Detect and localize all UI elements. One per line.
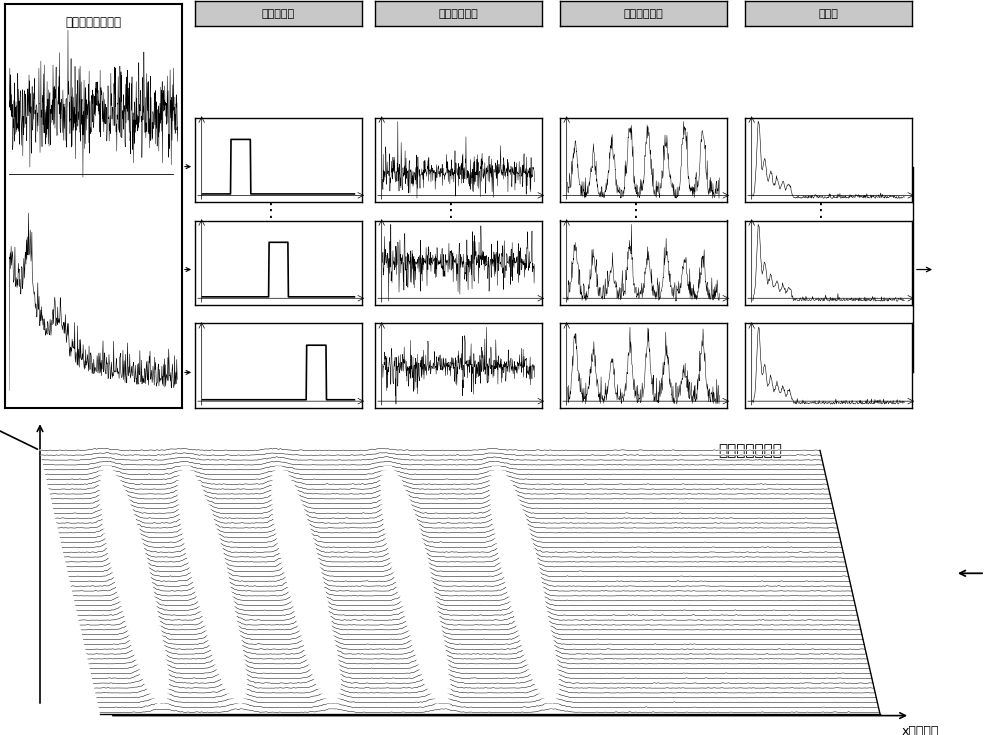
Polygon shape [79,597,859,620]
Polygon shape [41,452,821,455]
Polygon shape [87,635,867,654]
Polygon shape [59,507,839,533]
Polygon shape [57,501,837,523]
Polygon shape [98,697,878,703]
Polygon shape [46,469,826,475]
Polygon shape [82,614,862,635]
Polygon shape [88,641,868,659]
Polygon shape [92,665,872,678]
Polygon shape [63,520,843,552]
Polygon shape [49,480,829,490]
Polygon shape [76,579,856,606]
Polygon shape [100,709,880,712]
Polygon shape [86,630,866,649]
Polygon shape [60,510,840,538]
Polygon shape [56,498,836,518]
Polygon shape [61,513,841,542]
Polygon shape [73,567,853,596]
Polygon shape [81,608,861,630]
Polygon shape [47,473,827,479]
Text: ⋮: ⋮ [627,202,645,220]
Polygon shape [54,495,834,514]
Polygon shape [64,526,844,557]
Polygon shape [71,556,851,587]
Polygon shape [62,517,842,548]
Polygon shape [42,456,822,460]
Polygon shape [48,476,828,484]
Polygon shape [80,603,860,625]
Polygon shape [50,483,830,494]
Polygon shape [40,448,820,451]
Text: x（频率）: x（频率） [901,725,939,735]
Polygon shape [70,550,850,581]
Polygon shape [84,624,864,645]
Text: ⋮: ⋮ [262,202,280,220]
Polygon shape [67,534,847,567]
Polygon shape [83,619,863,639]
Polygon shape [66,529,846,562]
Polygon shape [68,539,848,572]
Polygon shape [58,503,838,528]
Text: 多频带包络谱阵: 多频带包络谱阵 [718,443,782,458]
Text: 幅値包络信号: 幅値包络信号 [624,9,663,18]
Text: 窄带滤波器: 窄带滤波器 [262,9,295,18]
Polygon shape [94,678,874,688]
Polygon shape [91,659,871,673]
Polygon shape [97,690,877,698]
Polygon shape [90,653,870,669]
Polygon shape [53,492,833,509]
Polygon shape [44,465,824,470]
Polygon shape [74,573,854,600]
Polygon shape [93,671,873,684]
Polygon shape [51,487,831,499]
Text: 窄带滤波信号: 窄带滤波信号 [439,9,478,18]
Text: 振动信号及其频谱: 振动信号及其频谱 [66,16,122,29]
Polygon shape [69,545,849,576]
Polygon shape [78,591,858,615]
Text: 包络谱: 包络谱 [819,9,838,18]
Polygon shape [77,586,857,611]
Polygon shape [43,461,823,465]
Polygon shape [72,562,852,591]
Polygon shape [99,703,879,708]
Polygon shape [52,489,832,503]
Text: ⋮: ⋮ [442,202,460,220]
Polygon shape [89,647,869,664]
Polygon shape [96,684,876,693]
Text: ⋮: ⋮ [812,202,830,220]
